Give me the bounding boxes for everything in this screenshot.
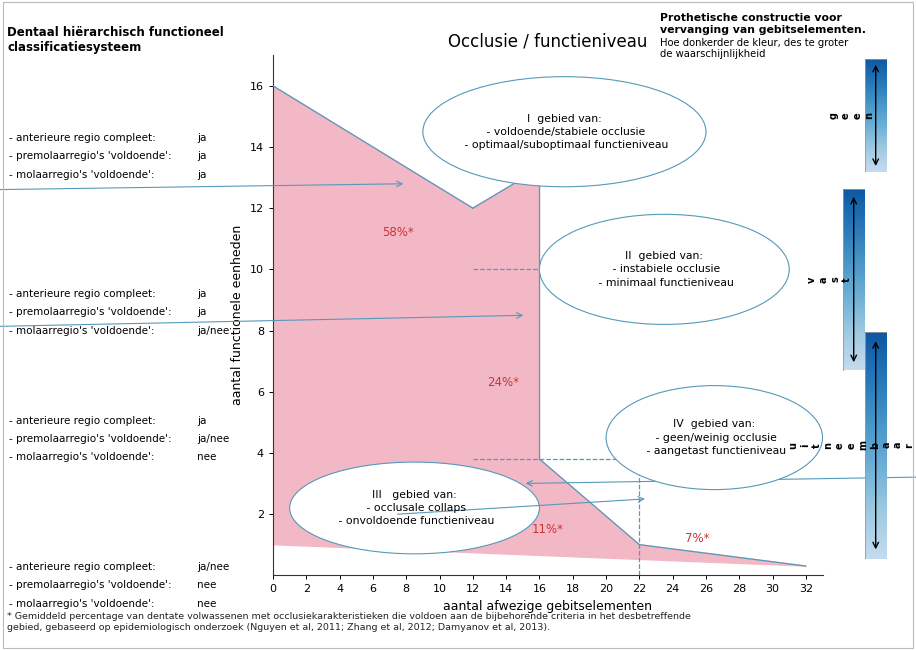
Text: - molaarregio's 'voldoende':: - molaarregio's 'voldoende': — [9, 326, 155, 335]
Text: Hoe donkerder de kleur, des te groter
de waarschijnlijkheid: Hoe donkerder de kleur, des te groter de… — [660, 38, 848, 59]
Text: nee: nee — [197, 599, 216, 608]
Text: ja: ja — [197, 133, 206, 143]
Title: Occlusie / functieniveau: Occlusie / functieniveau — [448, 33, 648, 51]
Text: - molaarregio's 'voldoende':: - molaarregio's 'voldoende': — [9, 452, 155, 462]
X-axis label: aantal afwezige gebitselementen: aantal afwezige gebitselementen — [443, 600, 652, 613]
Text: II  gebied van:
 - instabiele occlusie
 - minimaal functieniveau: II gebied van: - instabiele occlusie - m… — [594, 251, 734, 287]
Text: - molaarregio's 'voldoende':: - molaarregio's 'voldoende': — [9, 170, 155, 179]
Ellipse shape — [289, 462, 540, 554]
Text: - premolaarregio's 'voldoende':: - premolaarregio's 'voldoende': — [9, 151, 172, 161]
Text: u
i
t
n
e
e
m
b
a
a
r: u i t n e e m b a a r — [789, 440, 914, 450]
Text: ja: ja — [197, 289, 206, 299]
Text: - anterieure regio compleet:: - anterieure regio compleet: — [9, 562, 156, 572]
Text: ja: ja — [197, 416, 206, 426]
Text: - premolaarregio's 'voldoende':: - premolaarregio's 'voldoende': — [9, 580, 172, 590]
Text: IV  gebied van:
 - geen/weinig occlusie
 - aangetast functieniveau: IV gebied van: - geen/weinig occlusie - … — [643, 419, 786, 456]
Text: III   gebied van:
 - occlusale collaps
 - onvoldoende functieniveau: III gebied van: - occlusale collaps - on… — [335, 489, 495, 526]
Text: ja/nee: ja/nee — [197, 434, 229, 444]
Text: ja/nee: ja/nee — [197, 326, 229, 335]
Text: - premolaarregio's 'voldoende':: - premolaarregio's 'voldoende': — [9, 307, 172, 317]
Text: 11%*: 11%* — [532, 523, 563, 536]
Ellipse shape — [540, 214, 790, 324]
Text: - molaarregio's 'voldoende':: - molaarregio's 'voldoende': — [9, 599, 155, 608]
Text: ja: ja — [197, 307, 206, 317]
Text: 7%*: 7%* — [685, 532, 710, 545]
Text: Dentaal hiërarchisch functioneel
classificatiesysteem: Dentaal hiërarchisch functioneel classif… — [7, 26, 224, 54]
Text: ja: ja — [197, 151, 206, 161]
Text: I  gebied van:
 - voldoende/stabiele occlusie
 - optimaal/suboptimaal functieniv: I gebied van: - voldoende/stabiele occlu… — [461, 114, 668, 150]
Text: g
e
e
n: g e e n — [829, 112, 874, 119]
Text: * Gemiddeld percentage van dentate volwassenen met occlusiekarakteristieken die : * Gemiddeld percentage van dentate volwa… — [7, 612, 692, 632]
Text: 24%*: 24%* — [486, 376, 518, 389]
Text: nee: nee — [197, 452, 216, 462]
Text: - anterieure regio compleet:: - anterieure regio compleet: — [9, 416, 156, 426]
Polygon shape — [273, 86, 806, 566]
Text: nee: nee — [197, 580, 216, 590]
Ellipse shape — [423, 77, 706, 187]
Y-axis label: aantal functionele eenheden: aantal functionele eenheden — [231, 225, 245, 406]
Text: - anterieure regio compleet:: - anterieure regio compleet: — [9, 133, 156, 143]
Text: v
a
s
t: v a s t — [807, 276, 852, 283]
Text: - anterieure regio compleet:: - anterieure regio compleet: — [9, 289, 156, 299]
Text: 58%*: 58%* — [382, 226, 414, 239]
Ellipse shape — [606, 385, 823, 489]
Text: - premolaarregio's 'voldoende':: - premolaarregio's 'voldoende': — [9, 434, 172, 444]
Text: ja/nee: ja/nee — [197, 562, 229, 572]
Text: ja: ja — [197, 170, 206, 179]
Text: Prothetische constructie voor
vervanging van gebitselementen.: Prothetische constructie voor vervanging… — [660, 13, 866, 34]
